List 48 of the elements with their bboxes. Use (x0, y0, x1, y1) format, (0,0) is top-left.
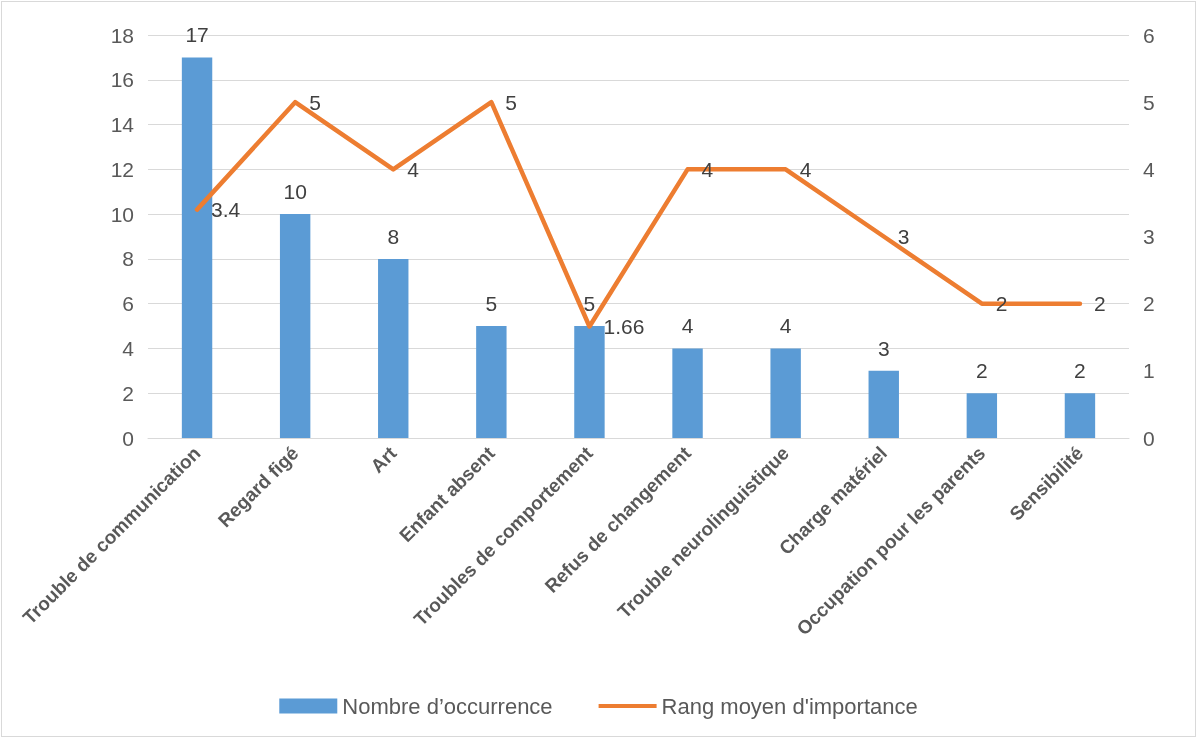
y-tick-label: 10 (110, 202, 134, 226)
bar (770, 348, 801, 438)
y-tick-label: 4 (122, 336, 135, 360)
data-label: 1.66 (603, 315, 645, 338)
bar (1064, 393, 1096, 438)
data-label: 3 (897, 225, 910, 248)
bar (378, 258, 409, 438)
y-tick-label: 8 (122, 247, 134, 271)
data-label: 4 (407, 157, 420, 181)
y-tick-label: 6 (122, 292, 134, 316)
y-tick-label: 0 (122, 426, 134, 450)
data-label: 17 (185, 23, 209, 47)
y-tick-label: 12 (110, 157, 134, 181)
y2-tick-label: 5 (1143, 90, 1155, 114)
bar (181, 57, 213, 438)
y2-tick-label: 2 (1143, 292, 1155, 316)
bar (279, 214, 311, 438)
bar (672, 348, 703, 438)
data-label: 3.4 (211, 198, 241, 222)
y-tick-label: 16 (110, 68, 134, 92)
data-label: 5 (309, 90, 321, 114)
x-tick-label: Art (366, 442, 402, 477)
data-label: 4 (799, 157, 812, 181)
data-label: 4 (681, 314, 694, 338)
y2-tick-label: 4 (1143, 157, 1155, 181)
data-label: 5 (505, 90, 518, 114)
data-label: 2 (1074, 359, 1086, 383)
data-label: 5 (583, 292, 596, 316)
data-label: 2 (976, 359, 988, 383)
bar (966, 393, 998, 438)
bar (574, 326, 605, 438)
y2-tick-label: 0 (1143, 426, 1155, 450)
data-label: 4 (779, 314, 792, 338)
data-label: 10 (283, 180, 307, 204)
legend-label: Rang moyen d'importance (661, 693, 918, 719)
legend-label: Nombre d’occurrence (342, 693, 553, 719)
y-tick-label: 2 (122, 381, 134, 405)
data-label: 3 (877, 336, 890, 360)
y-tick-label: 14 (110, 113, 135, 137)
bar (868, 370, 899, 438)
y2-tick-label: 3 (1143, 225, 1155, 248)
data-label: 5 (485, 292, 498, 316)
data-label: 2 (1093, 292, 1106, 316)
bar (476, 326, 507, 438)
y2-tick-label: 1 (1143, 359, 1155, 383)
y-tick-label: 18 (110, 23, 134, 47)
data-label: 8 (387, 224, 400, 248)
y2-tick-label: 6 (1143, 23, 1155, 47)
